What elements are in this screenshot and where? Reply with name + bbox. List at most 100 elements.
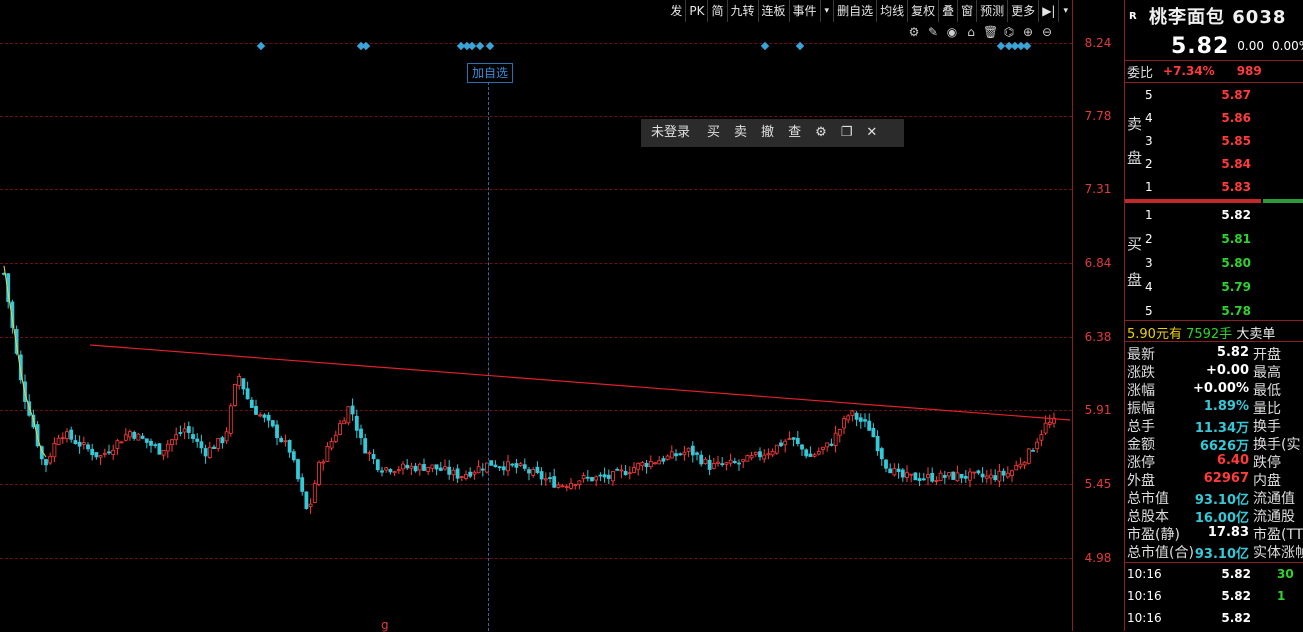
candle-body (153, 444, 158, 447)
eye-icon[interactable]: ◉ (946, 25, 958, 39)
buy-level-row[interactable]: 5 5.78 (1125, 302, 1303, 321)
candle-body (653, 462, 657, 465)
big-order-price: 5.90元有 (1127, 327, 1182, 342)
candle-body (90, 448, 95, 456)
toolbar-item-12[interactable]: 预测 (976, 0, 1007, 22)
kline-chart[interactable]: 加自选 发 PK 简九转 连板 事件 ▾ 删自选 均线 复权叠窗预测 更多 ▶| ▾ ⚙ ✎ ◉ ⌂ … (0, 0, 1072, 632)
buy-level-row[interactable]: 3 5.80 (1125, 254, 1303, 273)
sell-button[interactable]: 卖 (734, 125, 748, 140)
toolbar-item-1[interactable]: PK (685, 0, 707, 22)
cancel-order-button[interactable]: 撤 (761, 125, 775, 140)
trash-icon[interactable]: 🗑 (983, 25, 999, 39)
candle-body (627, 472, 632, 475)
candle-body (476, 466, 481, 474)
sell-level-row[interactable]: 5 5.87 (1125, 86, 1303, 105)
price-axis-label: 4.98 (1084, 551, 1112, 565)
sell-level-row[interactable]: 3 5.85 (1125, 132, 1303, 151)
toolbar-item-11[interactable]: 窗 (957, 0, 976, 22)
toolbar-item-5[interactable]: 事件 (788, 0, 820, 22)
toolbar-item-13[interactable]: 更多 (1007, 0, 1038, 22)
toolbar-item-4[interactable]: 连板 (757, 0, 789, 22)
candle-body (598, 474, 603, 477)
candle-body (199, 441, 204, 449)
candle-body (1001, 470, 1006, 476)
login-button[interactable]: 未登录 (651, 125, 691, 140)
candle-body (451, 469, 456, 476)
candle-body (581, 475, 586, 480)
candle-body (535, 466, 540, 473)
toolbar-item-15[interactable]: ▾ (1058, 0, 1072, 22)
candle-body (359, 428, 363, 439)
buy-button[interactable]: 买 (707, 125, 721, 140)
candle-body (430, 464, 435, 469)
candle-body (409, 465, 414, 469)
sell-level-row[interactable]: 1 5.83 (1125, 178, 1303, 197)
stat-label-right: 换手(实 (1253, 437, 1301, 453)
candle-body (94, 452, 99, 458)
candle-body (695, 452, 699, 455)
buy-level-row[interactable]: 1 5.82 (1125, 206, 1303, 225)
level-index: 1 (1145, 180, 1153, 194)
toolbar-item-8[interactable]: 均线 (876, 0, 907, 22)
close-icon[interactable]: ✕ (866, 125, 878, 140)
candle-body (569, 482, 573, 489)
sell-level-row[interactable]: 4 5.86 (1125, 109, 1303, 128)
candle-body (1043, 422, 1048, 434)
stat-value: 17.83 (1207, 525, 1249, 540)
sell-level-row[interactable]: 2 5.84 (1125, 155, 1303, 174)
toolbar-item-14[interactable]: ▶| (1038, 0, 1058, 22)
quote-panel: R 桃李面包 6038 5.82 0.00 0.00% 委比 +7.34% 98… (1124, 0, 1303, 631)
level-index: 2 (1145, 157, 1153, 171)
candle-body (35, 424, 40, 447)
camera-icon[interactable]: ⌂ (967, 25, 975, 39)
signal-marker (475, 41, 485, 51)
candle-body (203, 448, 208, 457)
restore-window-icon[interactable]: ❐ (840, 125, 853, 140)
toolbar-item-9[interactable]: 复权 (907, 0, 938, 22)
buy-level-row[interactable]: 4 5.79 (1125, 278, 1303, 297)
toolbar-item-6[interactable]: ▾ (819, 0, 834, 22)
candle-body (270, 420, 275, 427)
candle-body (867, 420, 872, 431)
query-button[interactable]: 查 (788, 125, 802, 140)
weibi-pct: +7.34% (1163, 64, 1215, 78)
candle-body (758, 451, 762, 458)
stat-value: 62967 (1203, 471, 1249, 486)
candle-body (594, 476, 599, 481)
signal-marker (795, 41, 805, 51)
toolbar-item-0[interactable]: 发 (670, 4, 683, 18)
candle-body (510, 463, 515, 466)
candle-body (913, 472, 918, 481)
candle-body (611, 471, 615, 482)
candle-body (984, 475, 989, 479)
toolbar-item-3[interactable]: 九转 (726, 0, 758, 22)
lock-icon[interactable]: ⌬ (1003, 25, 1015, 39)
settings-icon[interactable]: ⚙ (815, 125, 827, 140)
stat-label: 外盘 (1127, 473, 1155, 489)
candle-body (52, 442, 57, 458)
candle-body (354, 415, 359, 431)
candle-body (170, 439, 174, 446)
zoom-in-icon[interactable]: ⊕ (1022, 25, 1034, 39)
tick-row: 10:16 5.82 30 (1125, 563, 1303, 585)
candle-body (791, 437, 796, 440)
candle-body (346, 406, 351, 424)
settings-icon[interactable]: ⚙ (908, 25, 920, 39)
toolbar-item-7[interactable]: 删自选 (833, 0, 876, 22)
buy-level-row[interactable]: 2 5.81 (1125, 230, 1303, 249)
toolbar-item-10[interactable]: 叠 (938, 0, 957, 22)
zoom-out-icon[interactable]: ⊖ (1041, 25, 1053, 39)
stat-value: 6.40 (1216, 453, 1249, 468)
candle-body (182, 428, 187, 433)
level-index: 5 (1145, 304, 1153, 318)
level-price: 5.82 (1221, 208, 1251, 222)
candle-body (690, 445, 695, 456)
pen-icon[interactable]: ✎ (927, 25, 939, 39)
stat-row: 总市值(合) 93.10亿 实体涨帧 (1125, 542, 1303, 562)
candle-body (665, 455, 670, 460)
stat-value: +0.00 (1206, 363, 1249, 378)
candle-body (455, 468, 460, 479)
candle-body (60, 437, 65, 440)
toolbar-item-2[interactable]: 简 (707, 0, 726, 22)
add-watchlist-tag[interactable]: 加自选 (467, 63, 514, 83)
